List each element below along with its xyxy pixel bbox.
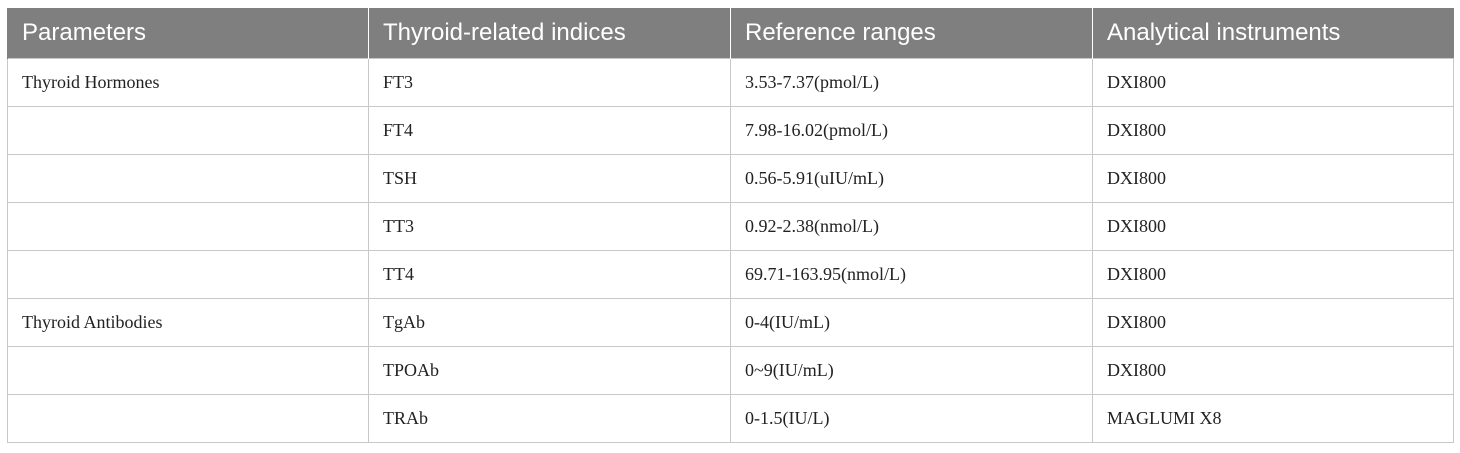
- parameter-cell: [7, 250, 369, 299]
- table-row: Thyroid Hormones FT3 3.53-7.37(pmol/L) D…: [7, 58, 1454, 107]
- reference-range-cell: 3.53-7.37(pmol/L): [730, 58, 1093, 107]
- parameter-cell: [7, 202, 369, 251]
- instrument-cell: DXI800: [1092, 58, 1454, 107]
- header-parameters: Parameters: [7, 8, 369, 59]
- instrument-cell: DXI800: [1092, 154, 1454, 203]
- thyroid-parameters-table-container: Parameters Thyroid-related indices Refer…: [7, 8, 1454, 443]
- header-reference-ranges: Reference ranges: [730, 8, 1093, 59]
- reference-range-cell: 0~9(IU/mL): [730, 346, 1093, 395]
- instrument-cell: DXI800: [1092, 202, 1454, 251]
- table-row: TT4 69.71-163.95(nmol/L) DXI800: [7, 250, 1454, 299]
- reference-range-cell: 7.98-16.02(pmol/L): [730, 106, 1093, 155]
- thyroid-parameters-table: Parameters Thyroid-related indices Refer…: [7, 8, 1454, 443]
- index-cell: TPOAb: [368, 346, 731, 395]
- parameter-cell: Thyroid Hormones: [7, 58, 369, 107]
- reference-range-cell: 69.71-163.95(nmol/L): [730, 250, 1093, 299]
- index-cell: FT4: [368, 106, 731, 155]
- table-header: Parameters Thyroid-related indices Refer…: [7, 8, 1454, 59]
- instrument-cell: DXI800: [1092, 250, 1454, 299]
- table-body: Thyroid Hormones FT3 3.53-7.37(pmol/L) D…: [7, 58, 1454, 443]
- parameter-cell: Thyroid Antibodies: [7, 298, 369, 347]
- table-row: Thyroid Antibodies TgAb 0-4(IU/mL) DXI80…: [7, 298, 1454, 347]
- index-cell: TT4: [368, 250, 731, 299]
- parameter-cell: [7, 154, 369, 203]
- reference-range-cell: 0-4(IU/mL): [730, 298, 1093, 347]
- instrument-cell: DXI800: [1092, 106, 1454, 155]
- reference-range-cell: 0.92-2.38(nmol/L): [730, 202, 1093, 251]
- instrument-cell: DXI800: [1092, 346, 1454, 395]
- table-row: TPOAb 0~9(IU/mL) DXI800: [7, 346, 1454, 395]
- parameter-cell: [7, 346, 369, 395]
- table-row: TSH 0.56-5.91(uIU/mL) DXI800: [7, 154, 1454, 203]
- table-row: FT4 7.98-16.02(pmol/L) DXI800: [7, 106, 1454, 155]
- header-analytical-instruments: Analytical instruments: [1092, 8, 1454, 59]
- header-row: Parameters Thyroid-related indices Refer…: [7, 8, 1454, 59]
- reference-range-cell: 0-1.5(IU/L): [730, 394, 1093, 443]
- header-thyroid-related-indices: Thyroid-related indices: [368, 8, 731, 59]
- index-cell: TgAb: [368, 298, 731, 347]
- reference-range-cell: 0.56-5.91(uIU/mL): [730, 154, 1093, 203]
- parameter-cell: [7, 394, 369, 443]
- parameter-cell: [7, 106, 369, 155]
- table-row: TT3 0.92-2.38(nmol/L) DXI800: [7, 202, 1454, 251]
- index-cell: TT3: [368, 202, 731, 251]
- index-cell: TSH: [368, 154, 731, 203]
- index-cell: FT3: [368, 58, 731, 107]
- instrument-cell: DXI800: [1092, 298, 1454, 347]
- table-row: TRAb 0-1.5(IU/L) MAGLUMI X8: [7, 394, 1454, 443]
- instrument-cell: MAGLUMI X8: [1092, 394, 1454, 443]
- index-cell: TRAb: [368, 394, 731, 443]
